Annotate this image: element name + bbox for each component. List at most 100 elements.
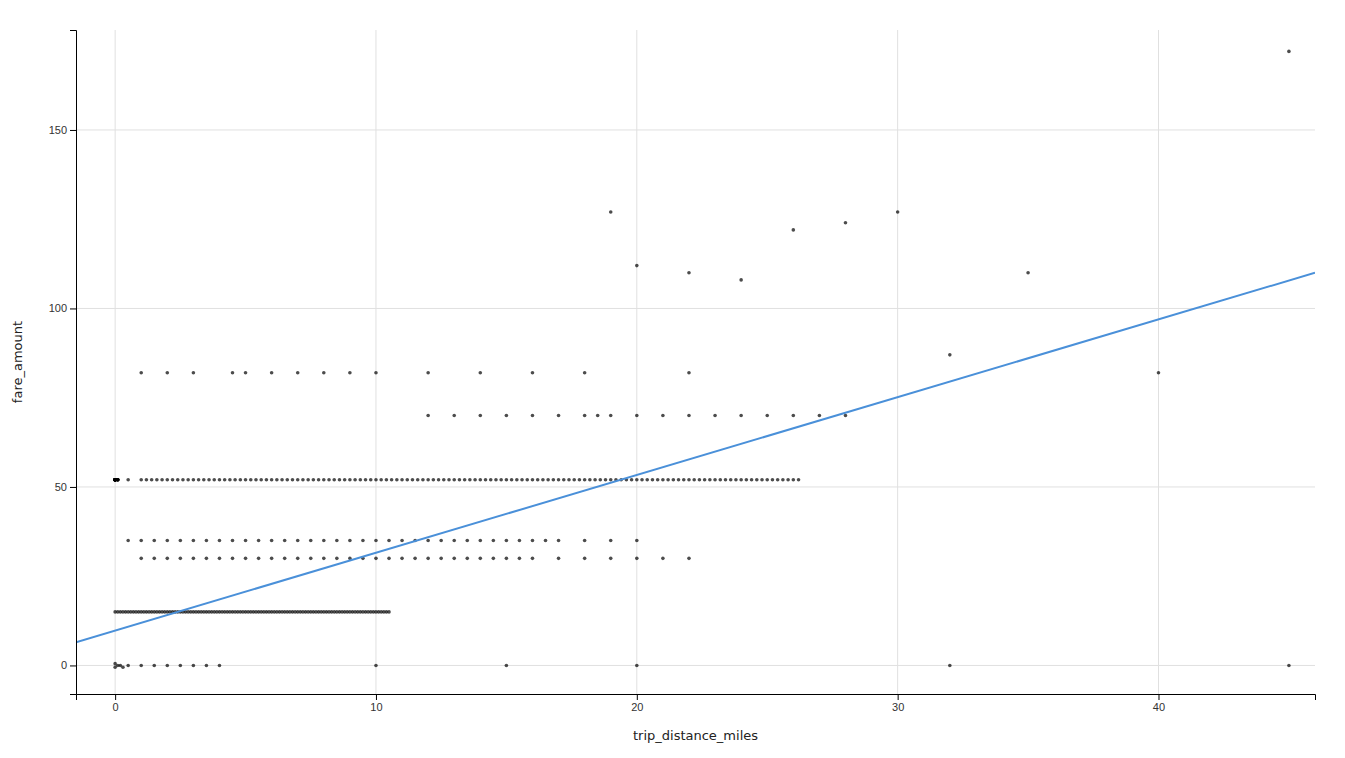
point — [322, 371, 326, 375]
y-axis-tick-label: 50 — [55, 481, 67, 493]
point — [218, 478, 222, 482]
point — [322, 539, 326, 543]
point — [116, 478, 120, 482]
point — [359, 478, 363, 482]
point — [296, 539, 300, 543]
point — [593, 478, 597, 482]
x-axis-tick-mark — [898, 694, 899, 700]
point — [677, 478, 681, 482]
point — [635, 557, 639, 561]
point — [484, 478, 488, 482]
point — [557, 539, 561, 543]
point — [207, 478, 211, 482]
grid-line — [76, 486, 1315, 487]
point — [283, 539, 287, 543]
point — [152, 557, 156, 561]
point — [687, 414, 691, 418]
point — [259, 478, 263, 482]
point — [116, 478, 120, 482]
point — [531, 371, 535, 375]
point — [244, 539, 248, 543]
point — [335, 539, 339, 543]
point — [426, 371, 430, 375]
point — [218, 664, 222, 668]
point — [332, 478, 336, 482]
point — [126, 664, 130, 668]
point — [139, 557, 143, 561]
x-axis-tick-label: 30 — [892, 701, 904, 713]
point — [192, 557, 196, 561]
point — [116, 478, 120, 482]
point — [458, 478, 462, 482]
point — [291, 478, 295, 482]
point — [369, 478, 373, 482]
point — [379, 478, 383, 482]
point — [212, 478, 216, 482]
point — [465, 557, 469, 561]
point — [531, 557, 535, 561]
chart: 010203040050100150trip_distance_milesfar… — [0, 0, 1345, 758]
point — [479, 371, 483, 375]
point — [557, 414, 561, 418]
point — [588, 478, 592, 482]
point — [1287, 50, 1291, 54]
point — [353, 478, 357, 482]
point — [518, 539, 522, 543]
point — [452, 478, 456, 482]
point — [231, 557, 235, 561]
y-axis-line — [70, 31, 77, 695]
x-axis-line — [77, 695, 1316, 701]
point — [505, 539, 509, 543]
point — [609, 478, 613, 482]
point — [583, 371, 587, 375]
x-axis-tick: 0 — [113, 694, 119, 713]
y-axis-tick: 50 — [55, 481, 76, 493]
point — [165, 557, 169, 561]
point — [126, 478, 130, 482]
point — [411, 478, 415, 482]
point — [661, 478, 665, 482]
point — [505, 557, 509, 561]
y-axis-tick-label: 150 — [49, 124, 67, 136]
x-axis-tick: 30 — [892, 694, 904, 713]
point — [121, 665, 125, 669]
point — [452, 414, 456, 418]
point — [713, 478, 717, 482]
point — [296, 478, 300, 482]
point — [708, 478, 712, 482]
y-axis-tick-mark — [70, 130, 76, 131]
point — [231, 539, 235, 543]
point — [205, 664, 209, 668]
point — [739, 278, 743, 282]
point — [557, 478, 561, 482]
x-axis-tick-label: 40 — [1153, 701, 1165, 713]
point — [192, 478, 196, 482]
point — [426, 414, 430, 418]
point — [687, 371, 691, 375]
point — [468, 478, 472, 482]
point — [499, 478, 503, 482]
point — [192, 664, 196, 668]
point — [126, 539, 130, 543]
point — [765, 478, 769, 482]
point — [692, 478, 696, 482]
point — [536, 478, 540, 482]
point — [578, 478, 582, 482]
point — [465, 539, 469, 543]
point — [145, 478, 149, 482]
point — [672, 478, 676, 482]
point — [818, 414, 822, 418]
point — [948, 353, 952, 357]
point — [150, 478, 154, 482]
point — [583, 414, 587, 418]
point — [348, 539, 352, 543]
point — [479, 478, 483, 482]
point — [348, 478, 352, 482]
point — [739, 478, 743, 482]
point — [792, 478, 796, 482]
point — [442, 478, 446, 482]
y-axis-tick-label: 100 — [49, 302, 67, 314]
point — [223, 478, 227, 482]
point — [452, 557, 456, 561]
point — [479, 557, 483, 561]
